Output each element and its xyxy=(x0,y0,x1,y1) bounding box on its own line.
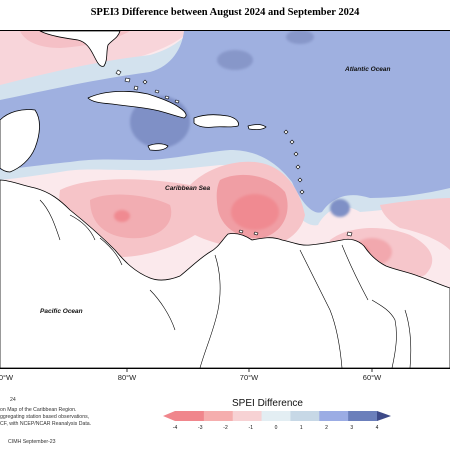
credit-text: CIMH September-23 xyxy=(8,439,56,445)
colorbar-tick-label: -4 xyxy=(172,425,178,431)
colorbar-tick-label: 3 xyxy=(350,425,354,431)
colorbar-tick-label: 0 xyxy=(274,425,278,431)
colorbar-tick-label: 4 xyxy=(375,425,379,431)
islands xyxy=(115,69,353,237)
caribbean-sea-label: Caribbean Sea xyxy=(165,185,211,192)
colorbar-segment xyxy=(175,411,205,421)
colorbar-tick-label: 2 xyxy=(325,425,328,431)
colorbar-tick-label: -1 xyxy=(248,425,253,431)
colorbar-segment xyxy=(232,411,263,421)
colorbar-segment xyxy=(261,411,291,421)
legend-title: SPEI Difference xyxy=(232,398,303,409)
colorbar-segment xyxy=(290,411,320,421)
colorbar-segment xyxy=(319,411,349,421)
spei-field xyxy=(0,31,450,368)
land-masses xyxy=(0,31,450,368)
pacific-ocean-label: Pacific Ocean xyxy=(40,308,83,315)
x-tick-label: 80°W xyxy=(117,373,137,382)
colorbar-tick-label: -2 xyxy=(223,425,228,431)
colorbar-tick-label: 1 xyxy=(299,425,303,431)
x-tick-label: 0°W xyxy=(0,373,14,382)
note-line: CF, with NCEP/NCAR Reanalysis Data. xyxy=(0,421,92,427)
x-tick-label: 70°W xyxy=(239,373,259,382)
country-borders xyxy=(39,199,412,368)
x-tick-label: 60°W xyxy=(362,373,382,382)
note-line: on Map of the Caribbean Region. xyxy=(0,407,77,413)
atlantic-ocean-label: Atlantic Ocean xyxy=(345,66,391,73)
colorbar-right-arrow xyxy=(377,411,391,421)
note-line: ggregating station based observations, xyxy=(0,414,90,420)
colorbar-segment xyxy=(203,411,234,421)
colorbar-segment xyxy=(348,411,378,421)
note-number: 24 xyxy=(10,397,16,403)
colorbar xyxy=(163,411,391,421)
colorbar-left-arrow xyxy=(163,411,175,421)
map-title: SPEI3 Difference between August 2024 and… xyxy=(90,7,360,18)
colorbar-tick-label: -3 xyxy=(198,425,203,431)
